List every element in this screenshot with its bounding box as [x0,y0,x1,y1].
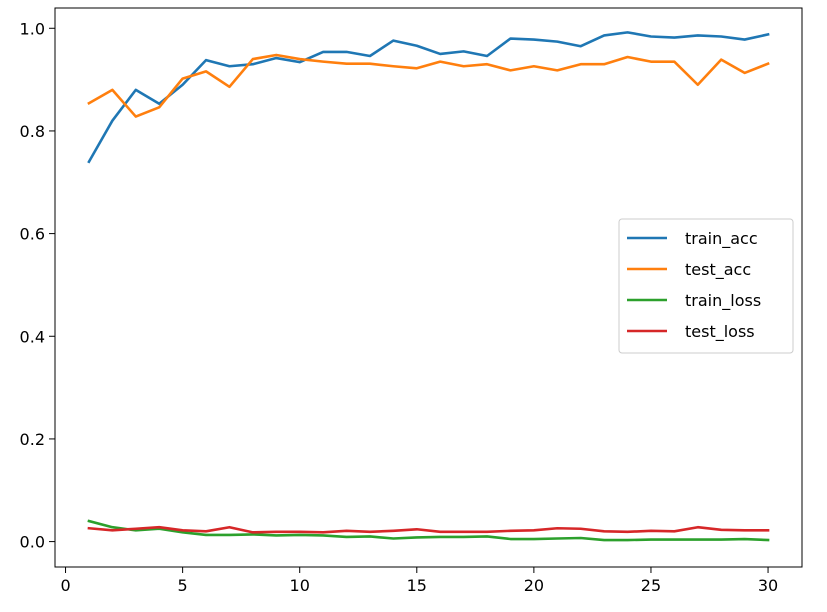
y-tick-label: 0.0 [20,533,45,552]
legend-label-test-loss: test_loss [685,322,755,342]
y-tick-label: 0.4 [20,327,45,346]
legend-label-train-acc: train_acc [685,229,758,249]
legend-label-test-acc: test_acc [685,260,751,280]
series-line-train-loss [87,519,770,542]
series-line-test-acc [87,53,770,118]
y-tick-label: 0.2 [20,430,45,449]
series-layer [87,31,770,542]
x-tick-label: 15 [407,576,427,595]
x-tick-label: 25 [641,576,661,595]
x-tick-label: 5 [178,576,188,595]
legend: train_acc test_acc train_loss test_loss [618,218,794,354]
legend-box [618,218,794,354]
y-tick-label: 0.8 [20,122,45,141]
plot-frame [54,7,803,568]
y-axis: 0.0 0.2 0.4 0.6 0.8 1.0 [20,19,55,552]
series-line-train-acc [87,31,770,164]
x-tick-label: 20 [524,576,544,595]
x-tick-label: 0 [60,576,70,595]
y-tick-label: 0.6 [20,225,45,244]
y-tick-label: 1.0 [20,19,45,38]
x-tick-label: 30 [758,576,778,595]
x-tick-label: 10 [290,576,310,595]
series-line-test-loss [87,525,770,534]
legend-label-train-loss: train_loss [685,291,761,311]
x-axis: 0 5 10 15 20 25 30 [60,567,778,595]
